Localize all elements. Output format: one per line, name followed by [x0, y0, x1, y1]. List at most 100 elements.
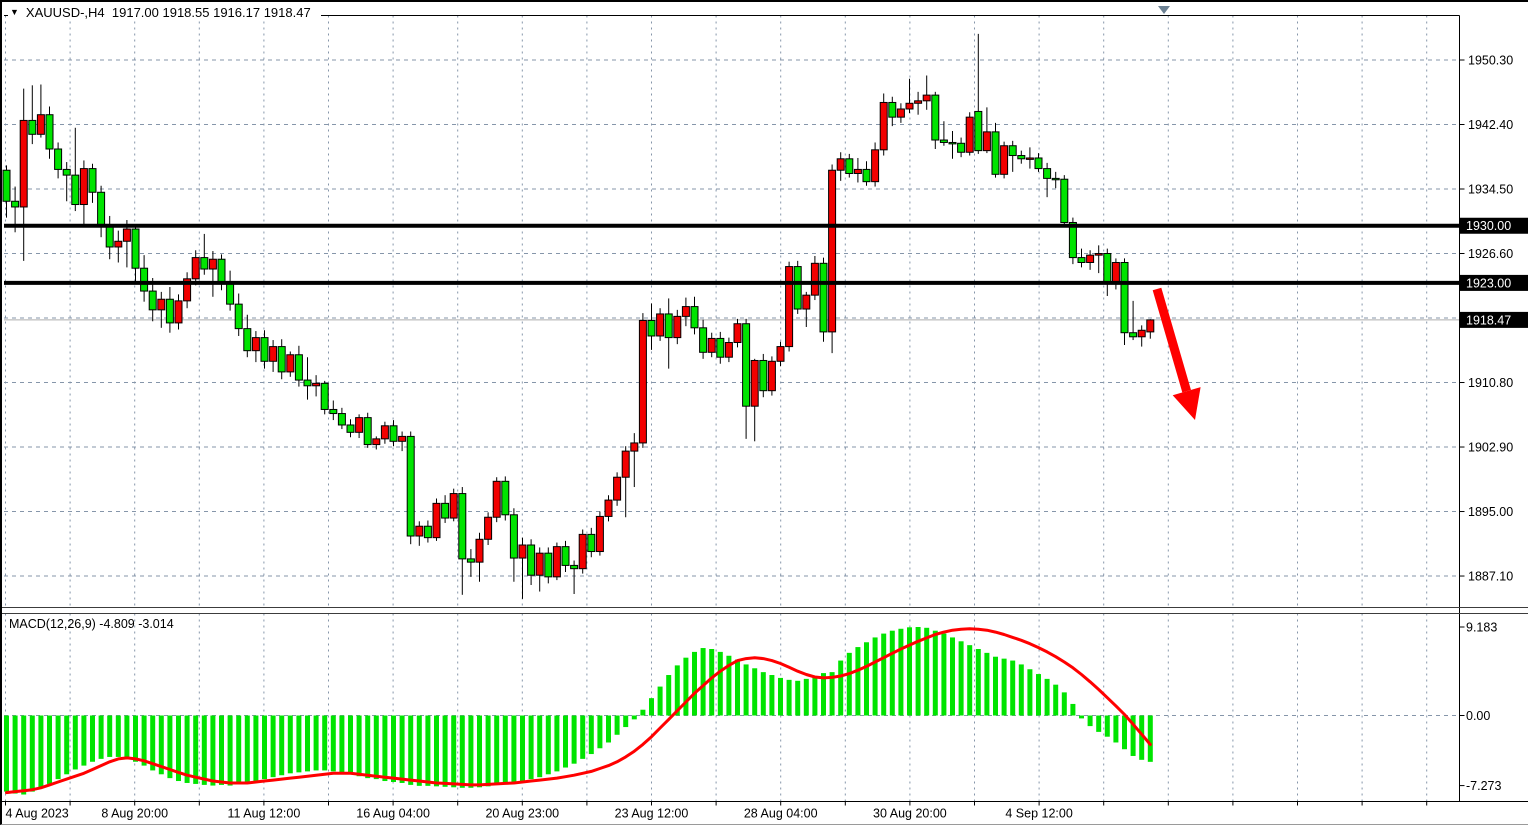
support-resistance-lines[interactable]: [4, 223, 1460, 285]
time-axis[interactable]: 4 Aug 2023 8 Aug 20:00 11 Aug 12:00 16 Aug …: [5, 801, 1428, 821]
macd-bar: [924, 627, 930, 716]
macd-bar: [889, 630, 895, 716]
candle-bullish: [638, 319, 647, 444]
macd-bar: [133, 715, 138, 762]
macd-bar: [812, 675, 818, 716]
candle-bearish: [234, 303, 243, 330]
time-tick-label: 4 Sep 12:00: [1005, 807, 1072, 821]
macd-bar: [12, 715, 18, 794]
macd-bar: [124, 715, 130, 759]
macd-bar: [1104, 715, 1110, 737]
candle-bullish: [1025, 157, 1034, 160]
price-tick-label: 1950.30: [1468, 54, 1513, 68]
macd-bar: [786, 679, 792, 716]
candle-bearish: [71, 174, 80, 206]
macd-bar: [468, 715, 474, 788]
macd-bar: [795, 680, 801, 716]
candle-bullish: [398, 435, 407, 442]
candle-bullish: [621, 450, 630, 478]
macd-axis[interactable]: 9.183 0.00 -7.273: [1459, 621, 1502, 794]
macd-bar: [821, 673, 826, 716]
macd-bar: [563, 715, 568, 768]
macd-bar: [760, 672, 766, 716]
chart-title-text: XAUUSD-,H4 1917.00 1918.55 1916.17 1918.…: [25, 5, 311, 20]
candle-bearish: [1120, 261, 1129, 334]
macd-bar: [356, 715, 362, 777]
macd-bar: [1130, 715, 1136, 756]
candle-bearish: [647, 319, 656, 337]
candle-bullish: [355, 417, 364, 433]
macd-bar: [399, 715, 405, 783]
candle-bullish: [785, 266, 794, 348]
macd-bar: [425, 715, 431, 786]
macd-bar: [442, 715, 448, 787]
candle-bullish: [191, 257, 200, 280]
candle-bearish: [1008, 145, 1017, 157]
candle-bullish: [79, 168, 88, 206]
candle-bearish: [587, 533, 596, 553]
arrow-head-icon[interactable]: [1172, 387, 1201, 420]
candle-bearish: [819, 262, 828, 333]
scroll-to-end-icon[interactable]: [1158, 6, 1170, 14]
candle-bullish: [776, 346, 785, 362]
macd-bar: [38, 715, 44, 788]
candle-bearish: [957, 142, 966, 153]
macd-bar: [803, 678, 809, 716]
price-tick-label: 1934.50: [1468, 183, 1513, 197]
macd-bar: [932, 630, 938, 716]
macd-bar: [459, 715, 465, 788]
arrow-shaft[interactable]: [1152, 287, 1191, 393]
macd-bar: [735, 659, 740, 716]
candle-bullish: [1111, 261, 1120, 285]
candle-bearish: [1043, 168, 1052, 179]
candle-bearish: [441, 502, 450, 519]
price-tick-label: 1895.00: [1468, 505, 1513, 519]
candle-bearish: [131, 228, 140, 269]
macd-bar: [305, 715, 310, 772]
candle-bearish: [140, 267, 149, 292]
candle-bullish: [613, 476, 622, 501]
candle-bullish: [750, 359, 759, 407]
candle-bullish: [1146, 319, 1155, 333]
candle-bullish: [380, 425, 389, 440]
macd-bar: [631, 715, 637, 720]
candle-bearish: [346, 424, 355, 433]
indicator-label: MACD(12,26,9) -4.809 -3.014: [9, 617, 174, 631]
macd-bar: [158, 715, 164, 775]
candle-bearish: [501, 480, 510, 516]
macd-bar: [1001, 658, 1007, 716]
macd-bar: [554, 715, 560, 772]
symbol-marker-icon: ▼: [10, 7, 19, 17]
candle-bullish: [1094, 253, 1103, 256]
candle-bearish: [527, 544, 536, 576]
macd-bar: [614, 715, 620, 735]
macd-bar: [494, 715, 500, 785]
candle-bearish: [974, 110, 983, 152]
candle-bearish: [991, 131, 1000, 175]
macd-bar: [537, 715, 543, 778]
candle-bearish: [329, 408, 338, 415]
macd-bar: [855, 647, 861, 716]
macd-bar: [1113, 715, 1119, 743]
macd-bar: [227, 715, 233, 786]
candle-bearish: [148, 290, 157, 311]
candle-bearish: [97, 191, 106, 226]
candle-bullish: [802, 294, 811, 310]
macd-bar: [141, 715, 147, 766]
price-axis[interactable]: 1950.30 1942.40 1934.50 1926.60 1910.80 1902.…: [1459, 54, 1528, 584]
time-tick-label: 11 Aug 12:00: [228, 807, 301, 821]
candle-bearish: [165, 298, 174, 324]
macd-bar: [391, 715, 396, 782]
candle-bearish: [458, 493, 467, 560]
macd-bar: [915, 627, 921, 716]
macd-bar: [941, 633, 947, 716]
macd-bar: [864, 642, 869, 716]
time-tick-label: 16 Aug 04:00: [356, 807, 430, 821]
candle-bullish: [1000, 145, 1009, 175]
candle-bearish: [544, 552, 553, 578]
macd-bar: [72, 715, 78, 770]
trend-arrow[interactable]: [1152, 287, 1201, 420]
macd-bar: [743, 664, 749, 716]
candle-bearish: [570, 564, 579, 570]
